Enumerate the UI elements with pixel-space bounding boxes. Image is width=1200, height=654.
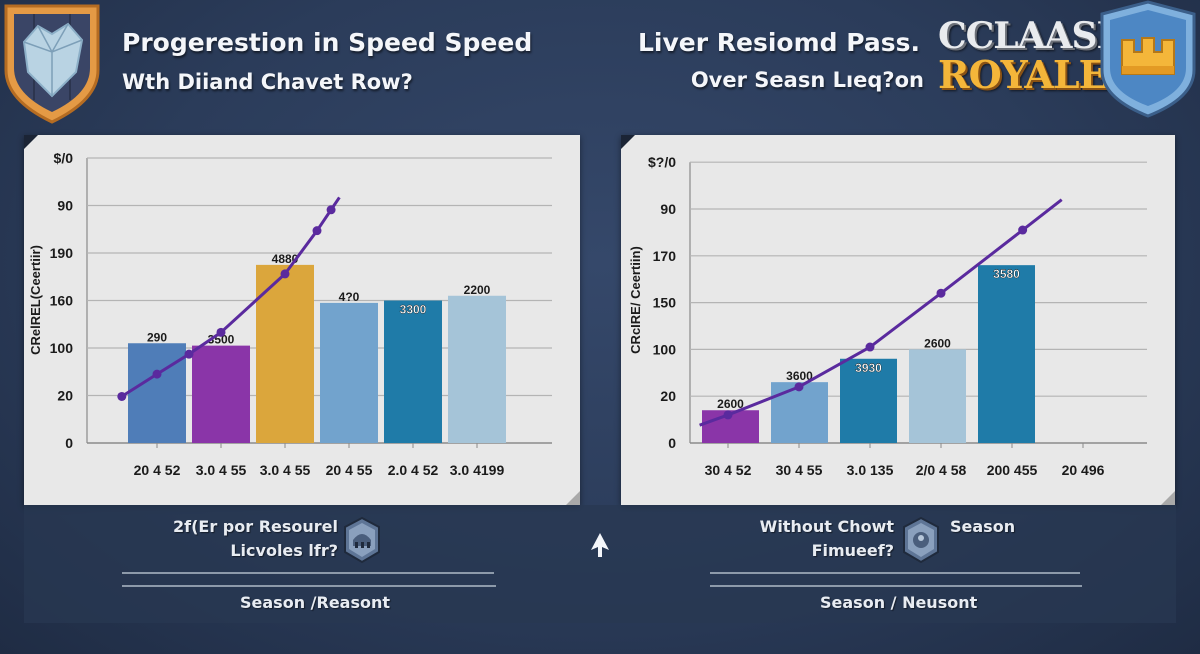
- left-footer-rule-2: [122, 585, 496, 587]
- left-footer-caption: Season /Reasont: [240, 593, 391, 612]
- crystal-shield-icon: [4, 4, 100, 124]
- crown-shield-icon: [1100, 0, 1196, 118]
- left-footer-line1: 2f(Er por Resourel: [172, 517, 338, 536]
- right-footer-rule-2: [710, 585, 1082, 587]
- round-badge-icon[interactable]: [901, 516, 941, 564]
- mouse-cursor-icon: [591, 533, 609, 557]
- helmet-badge-icon[interactable]: [342, 516, 382, 564]
- left-footer-line2: Licvoles lfr?: [230, 541, 338, 560]
- left-title-line2: Wth Diiand Chavet Row?: [122, 70, 413, 94]
- right-title-line1: Liver Resiomd Pass.: [637, 28, 920, 57]
- right-footer-rule-1: [710, 572, 1080, 574]
- right-chart-panel: [621, 135, 1175, 505]
- left-chart-panel: [24, 135, 580, 505]
- right-title-line2: Over Seasn Lıeq?on: [690, 68, 924, 92]
- left-title-line1: Progerestion in Speed Speed: [122, 28, 533, 57]
- right-footer-line2: Fimueef?: [811, 541, 894, 560]
- logo-line1: CCLAASH: [938, 15, 1130, 57]
- right-footer-caption: Season / Neusont: [820, 593, 978, 612]
- game-logo: CCLAASH ROYALE: [938, 18, 1130, 94]
- logo-line2: ROYALE: [938, 52, 1108, 97]
- left-footer-rule-1: [122, 572, 494, 574]
- right-footer-line1: Without Chowt: [759, 517, 894, 536]
- right-footer-line3: Season: [950, 517, 1016, 536]
- footer-band: [24, 505, 1176, 623]
